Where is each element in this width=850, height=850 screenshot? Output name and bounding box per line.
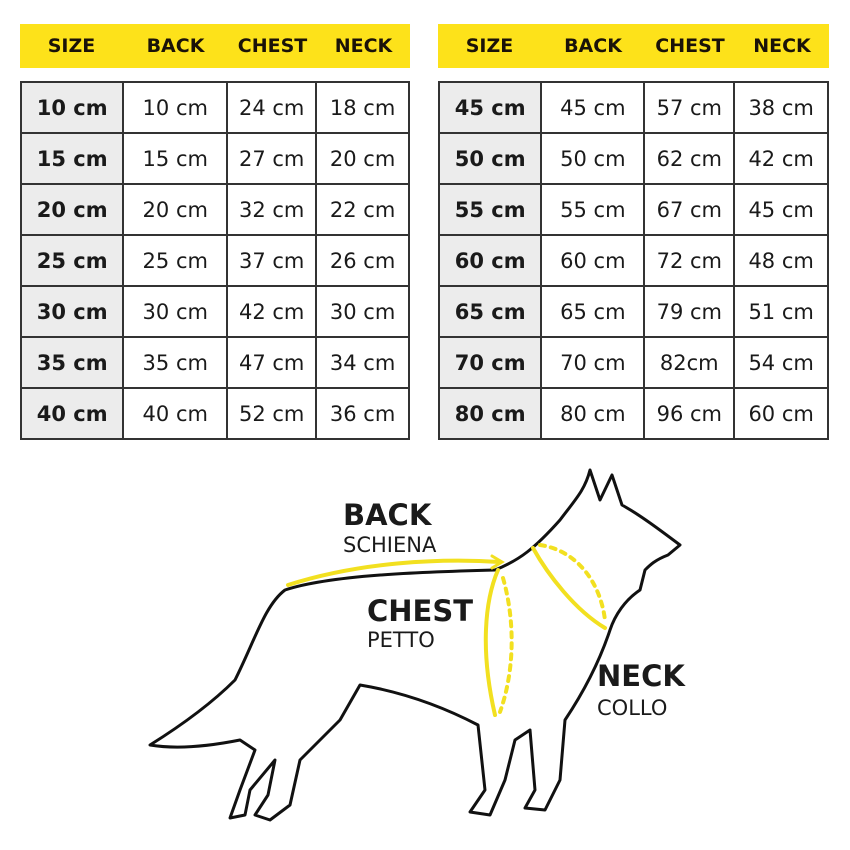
size-cell: 25 cm	[19, 234, 125, 287]
neck-cell: 38 cm	[733, 81, 829, 134]
chest-label: CHEST	[367, 594, 474, 628]
header-chest: CHEST	[655, 35, 725, 57]
size-table-right: 45 cm 45 cm 57 cm 38 cm 50 cm 50 cm 62 cm 42 cm…	[437, 81, 829, 440]
table-row: 45 cm 45 cm 57 cm 38 cm	[437, 81, 829, 134]
chest-cell: 42 cm	[226, 285, 318, 338]
neck-cell: 54 cm	[733, 336, 829, 389]
header-neck: NECK	[334, 35, 393, 57]
size-cell: 45 cm	[437, 81, 543, 134]
table-row: 10 cm 10 cm 24 cm 18 cm	[19, 81, 410, 134]
table-row: 55 cm 55 cm 67 cm 45 cm	[437, 183, 829, 236]
chest-cell: 27 cm	[226, 132, 318, 185]
chest-cell: 32 cm	[226, 183, 318, 236]
chest-cell: 62 cm	[643, 132, 736, 185]
neck-cell: 42 cm	[733, 132, 829, 185]
neck-cell: 26 cm	[315, 234, 410, 287]
back-cell: 60 cm	[540, 234, 646, 287]
table-row: 60 cm 60 cm 72 cm 48 cm	[437, 234, 829, 287]
chest-cell: 96 cm	[643, 387, 736, 440]
chest-cell: 37 cm	[226, 234, 318, 287]
chest-sublabel: PETTO	[367, 628, 435, 652]
neck-measure-line	[531, 546, 607, 630]
neck-cell: 36 cm	[315, 387, 410, 440]
back-cell: 65 cm	[540, 285, 646, 338]
table-row: 35 cm 35 cm 47 cm 34 cm	[19, 336, 410, 389]
chest-measure-line	[483, 568, 500, 717]
neck-cell: 34 cm	[315, 336, 410, 389]
size-cell: 40 cm	[19, 387, 125, 440]
size-table-left: 10 cm 10 cm 24 cm 18 cm 15 cm 15 cm 27 cm 20 cm…	[19, 81, 410, 440]
back-cell: 30 cm	[122, 285, 229, 338]
chest-cell: 72 cm	[643, 234, 736, 287]
table-row: 40 cm 40 cm 52 cm 36 cm	[19, 387, 410, 440]
neck-cell: 30 cm	[315, 285, 410, 338]
back-cell: 70 cm	[540, 336, 646, 389]
neck-cell: 20 cm	[315, 132, 410, 185]
size-cell: 60 cm	[437, 234, 543, 287]
table-row: 70 cm 70 cm 82cm 54 cm	[437, 336, 829, 389]
chest-cell: 52 cm	[226, 387, 318, 440]
neck-cell: 22 cm	[315, 183, 410, 236]
chest-cell: 47 cm	[226, 336, 318, 389]
chest-cell: 24 cm	[226, 81, 318, 134]
header-back: BACK	[146, 35, 205, 57]
table-row: 80 cm 80 cm 96 cm 60 cm	[437, 387, 829, 440]
back-cell: 45 cm	[540, 81, 646, 134]
neck-cell: 48 cm	[733, 234, 829, 287]
header-bar-left: SIZE BACK CHEST NECK	[20, 24, 410, 68]
size-cell: 20 cm	[19, 183, 125, 236]
back-measure-line	[286, 558, 502, 587]
dog-outline-icon	[148, 468, 682, 822]
header-back: BACK	[564, 35, 622, 57]
header-bar-right: SIZE BACK CHEST NECK	[438, 24, 829, 68]
header-size: SIZE	[465, 35, 514, 57]
back-cell: 80 cm	[540, 387, 646, 440]
chest-cell: 79 cm	[643, 285, 736, 338]
neck-cell: 45 cm	[733, 183, 829, 236]
size-cell: 65 cm	[437, 285, 543, 338]
back-cell: 25 cm	[122, 234, 229, 287]
header-neck: NECK	[753, 35, 811, 57]
back-cell: 20 cm	[122, 183, 229, 236]
back-cell: 15 cm	[122, 132, 229, 185]
table-row: 20 cm 20 cm 32 cm 22 cm	[19, 183, 410, 236]
back-cell: 50 cm	[540, 132, 646, 185]
back-label: BACK	[343, 498, 432, 532]
chest-cell: 67 cm	[643, 183, 736, 236]
arrow-icon	[490, 554, 505, 570]
header-size: SIZE	[47, 35, 96, 57]
size-cell: 70 cm	[437, 336, 543, 389]
size-cell: 55 cm	[437, 183, 543, 236]
back-cell: 35 cm	[122, 336, 229, 389]
table-row: 65 cm 65 cm 79 cm 51 cm	[437, 285, 829, 338]
chest-cell: 82cm	[643, 336, 736, 389]
size-cell: 35 cm	[19, 336, 125, 389]
back-cell: 40 cm	[122, 387, 229, 440]
table-row: 30 cm 30 cm 42 cm 30 cm	[19, 285, 410, 338]
back-cell: 10 cm	[122, 81, 229, 134]
back-sublabel: SCHIENA	[343, 533, 437, 557]
table-row: 25 cm 25 cm 37 cm 26 cm	[19, 234, 410, 287]
table-row: 15 cm 15 cm 27 cm 20 cm	[19, 132, 410, 185]
neck-cell: 60 cm	[733, 387, 829, 440]
neck-cell: 51 cm	[733, 285, 829, 338]
chest-cell: 57 cm	[643, 81, 736, 134]
back-cell: 55 cm	[540, 183, 646, 236]
neck-sublabel: COLLO	[597, 696, 668, 720]
size-cell: 15 cm	[19, 132, 125, 185]
size-cell: 50 cm	[437, 132, 543, 185]
size-cell: 80 cm	[437, 387, 543, 440]
neck-cell: 18 cm	[315, 81, 410, 134]
header-chest: CHEST	[237, 35, 308, 57]
size-cell: 10 cm	[19, 81, 125, 134]
table-row: 50 cm 50 cm 62 cm 42 cm	[437, 132, 829, 185]
neck-label: NECK	[597, 659, 685, 693]
size-cell: 30 cm	[19, 285, 125, 338]
